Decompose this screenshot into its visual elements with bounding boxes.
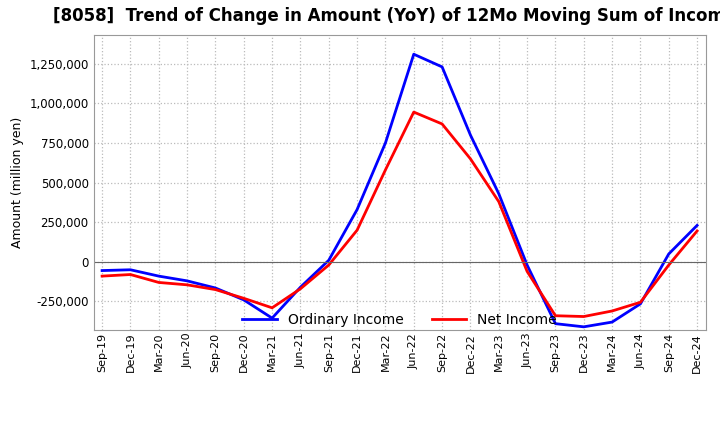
Ordinary Income	[580, 324, 588, 330]
Ordinary Income	[523, 262, 531, 268]
Ordinary Income	[665, 251, 673, 257]
Ordinary Income	[410, 51, 418, 57]
Ordinary Income	[693, 223, 701, 228]
Net Income	[183, 282, 192, 287]
Legend: Ordinary Income, Net Income: Ordinary Income, Net Income	[237, 308, 562, 333]
Ordinary Income	[438, 64, 446, 70]
Net Income	[495, 199, 503, 204]
Net Income	[438, 121, 446, 127]
Net Income	[551, 313, 559, 319]
Net Income	[381, 167, 390, 172]
Net Income	[466, 156, 474, 161]
Net Income	[608, 308, 616, 314]
Net Income	[693, 228, 701, 234]
Net Income	[268, 305, 276, 311]
Line: Ordinary Income: Ordinary Income	[102, 54, 697, 327]
Net Income	[325, 262, 333, 268]
Net Income	[665, 262, 673, 268]
Net Income	[126, 272, 135, 277]
Ordinary Income	[353, 207, 361, 212]
Line: Net Income: Net Income	[102, 112, 697, 316]
Ordinary Income	[381, 140, 390, 146]
Net Income	[410, 110, 418, 115]
Ordinary Income	[551, 321, 559, 326]
Net Income	[580, 314, 588, 319]
Ordinary Income	[268, 315, 276, 321]
Ordinary Income	[126, 267, 135, 272]
Ordinary Income	[608, 319, 616, 325]
Y-axis label: Amount (million yen): Amount (million yen)	[11, 117, 24, 248]
Net Income	[211, 287, 220, 292]
Title: [8058]  Trend of Change in Amount (YoY) of 12Mo Moving Sum of Incomes: [8058] Trend of Change in Amount (YoY) o…	[53, 7, 720, 26]
Ordinary Income	[211, 286, 220, 291]
Ordinary Income	[466, 132, 474, 138]
Net Income	[523, 269, 531, 274]
Ordinary Income	[296, 285, 305, 290]
Ordinary Income	[325, 258, 333, 263]
Ordinary Income	[183, 278, 192, 283]
Ordinary Income	[240, 297, 248, 303]
Ordinary Income	[98, 268, 107, 273]
Net Income	[155, 280, 163, 285]
Net Income	[353, 227, 361, 233]
Net Income	[240, 296, 248, 301]
Ordinary Income	[636, 301, 644, 307]
Net Income	[636, 300, 644, 305]
Ordinary Income	[155, 274, 163, 279]
Net Income	[98, 274, 107, 279]
Ordinary Income	[495, 191, 503, 196]
Net Income	[296, 286, 305, 291]
